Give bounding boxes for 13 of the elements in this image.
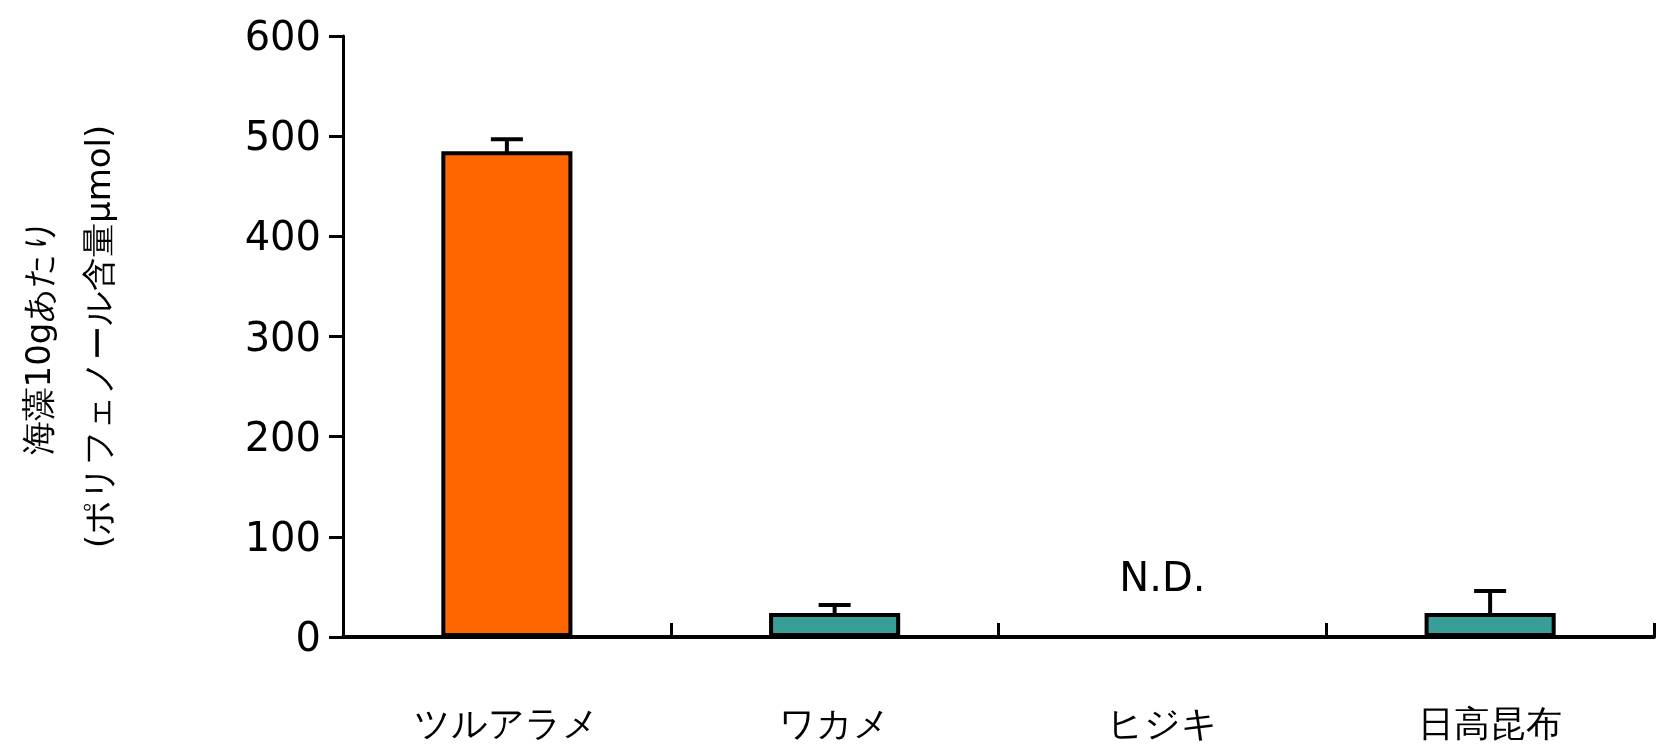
y-tick-label: 200 — [244, 413, 321, 460]
y-tick-label: 600 — [244, 13, 321, 59]
y-axis-title: 海藻10gあたり (ポリフェノール含量μmol) — [18, 124, 118, 549]
y-tick-label: 500 — [244, 113, 321, 160]
x-tick-label: ヒジキ — [1106, 702, 1218, 744]
x-tick-label: ツルアラメ — [414, 702, 600, 744]
x-tick-label: 日高昆布 — [1418, 702, 1563, 744]
y-tick-label: 400 — [244, 213, 321, 260]
x-tick-label: ワカメ — [779, 702, 891, 744]
y-tick-label: 0 — [295, 614, 321, 660]
y-tick-label: 300 — [244, 313, 321, 360]
text: N.D. — [1119, 554, 1206, 600]
y-tick-label: 100 — [244, 513, 321, 560]
